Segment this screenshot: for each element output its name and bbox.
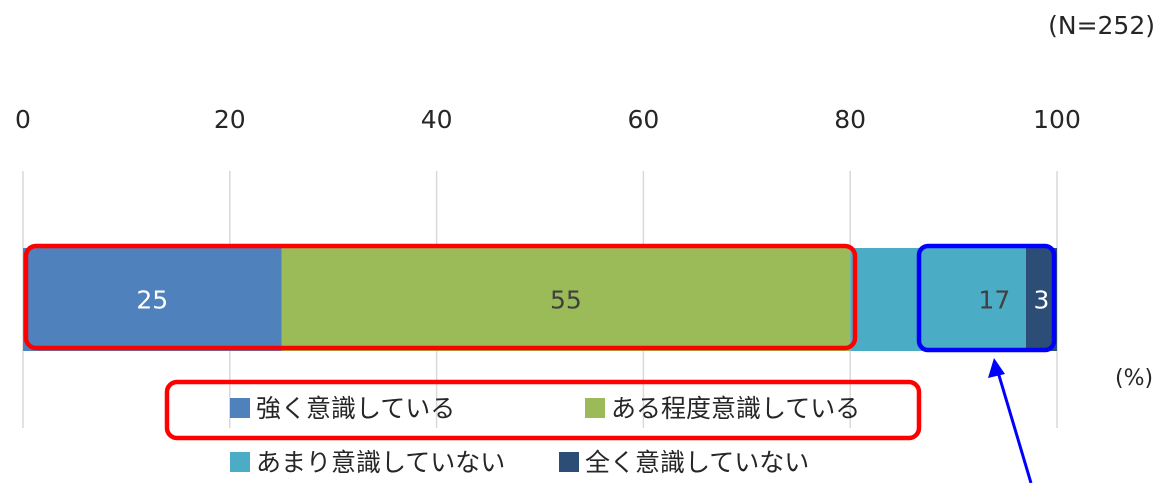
pointer-arrow-line [996, 371, 1033, 483]
bar-segment [281, 248, 851, 351]
legend-label: あまり意識していない [256, 448, 505, 477]
legend-swatch [230, 398, 250, 418]
highlight-box-unaware [916, 243, 1057, 353]
annotations [23, 243, 1057, 483]
highlight-box-aware [23, 243, 858, 351]
x-axis-ticks: 0 20 40 60 80 100 [15, 105, 1081, 134]
bar-value-label: 17 [978, 286, 1010, 315]
highlight-box-legend [164, 379, 922, 441]
x-tick-label: 0 [15, 105, 31, 134]
x-tick-label: 80 [834, 105, 866, 134]
legend-label: ある程度意識している [611, 394, 860, 423]
bar-value-label: 3 [1034, 286, 1050, 315]
sample-size-note: (N=252) [1048, 11, 1155, 40]
legend-swatch [559, 452, 579, 472]
legend-label: 全く意識していない [585, 448, 809, 477]
bar-value-label: 55 [550, 286, 582, 315]
bar-segment [23, 248, 282, 351]
pointer-arrow-head [988, 358, 1005, 378]
bar-segments [23, 248, 1057, 351]
x-tick-label: 40 [421, 105, 453, 134]
legend-label: 強く意識している [256, 394, 455, 423]
legend-swatch [585, 398, 605, 418]
unit-label: (%) [1115, 366, 1153, 391]
bar-segment [850, 248, 1026, 351]
x-tick-label: 100 [1033, 105, 1081, 134]
bar-value-label: 25 [136, 286, 168, 315]
legend-swatch [230, 452, 250, 472]
bar-value-labels: 25 55 17 3 [136, 286, 1049, 315]
x-tick-label: 20 [214, 105, 246, 134]
x-tick-label: 60 [627, 105, 659, 134]
